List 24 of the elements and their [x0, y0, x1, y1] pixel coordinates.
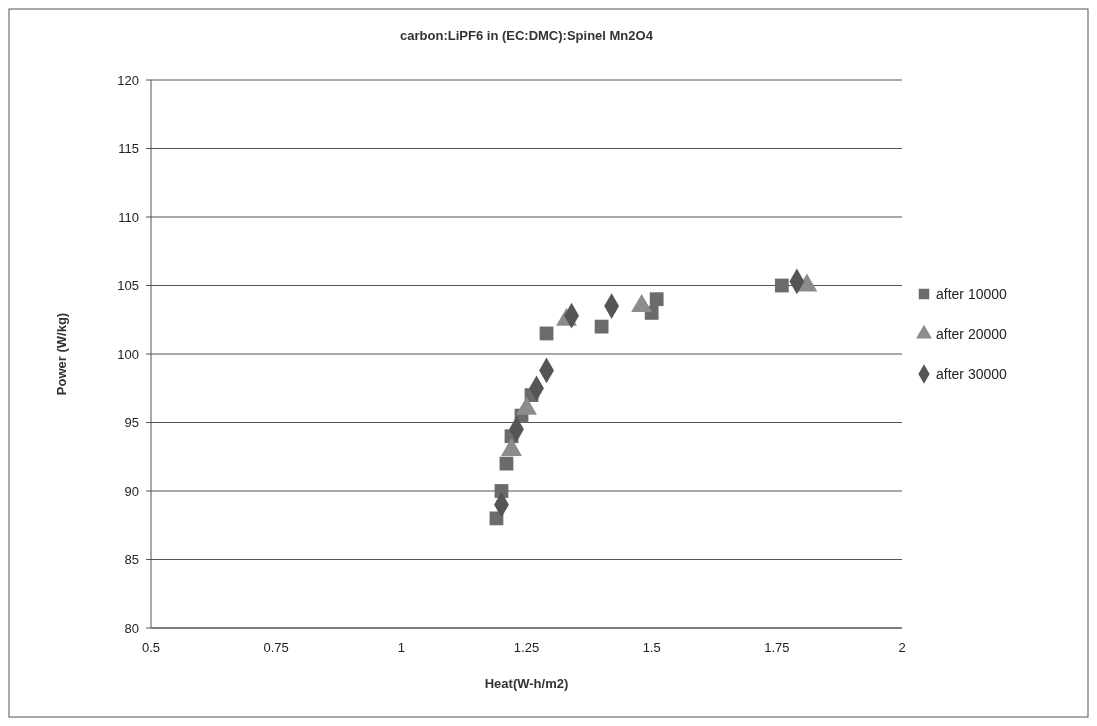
x-tick-label: 1: [397, 640, 405, 655]
x-tick-label: 1.5: [642, 640, 661, 655]
y-tick-label: 85: [124, 552, 139, 568]
y-tick-label: 115: [118, 141, 139, 157]
x-tick-label: 1.75: [764, 640, 790, 655]
y-tick-label: 120: [117, 72, 139, 88]
legend-label: after 20000: [936, 325, 1008, 342]
y-tick-label: 90: [124, 483, 139, 499]
y-tick-label: 95: [124, 415, 139, 431]
y-axis-title: Power (W/kg): [54, 312, 69, 396]
x-tick-label: 0.5: [141, 640, 161, 655]
legend-label: after 30000: [936, 365, 1008, 382]
x-axis-title: Heat(W-h/m2): [484, 676, 569, 691]
chart-title: carbon:LiPF6 in (EC:DMC):Spinel Mn2O4: [400, 28, 654, 43]
x-tick-label: 0.75: [263, 640, 289, 655]
x-tick-label: 1.25: [513, 640, 540, 655]
legend-label: after 10000: [936, 285, 1008, 302]
x-tick-label: 2: [898, 640, 906, 655]
point: [774, 278, 789, 293]
point: [649, 292, 664, 307]
y-tick-label: 110: [118, 209, 139, 225]
y-tick-label: 100: [117, 346, 139, 362]
y-tick-label: 105: [117, 278, 139, 294]
y-tick-label: 80: [124, 620, 139, 636]
